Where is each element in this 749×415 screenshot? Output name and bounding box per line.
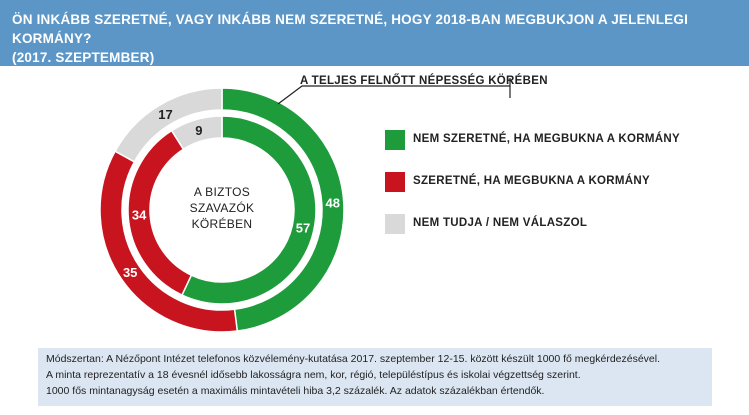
- inner-ring-value-label-0: 57: [296, 221, 310, 236]
- chart-title-line-1: ÖN INKÁBB SZERETNÉ, VAGY INKÁBB NEM SZER…: [12, 12, 689, 46]
- legend-label: NEM TUDJA / NEM VÁLASZOL: [413, 217, 588, 229]
- outer-ring-leader-line: [277, 78, 511, 105]
- legend-swatch-grey: [385, 214, 405, 234]
- inner-ring: [127, 115, 317, 305]
- legend-label: NEM SZERETNÉ, HA MEGBUKNA A KORMÁNY: [413, 133, 680, 145]
- outer-ring: [99, 87, 345, 333]
- methodology-line-3: 1000 fős mintanagyság esetén a maximális…: [46, 385, 545, 397]
- inner-ring-label-line-1: A BIZTOS: [193, 185, 251, 199]
- methodology-line-2: A minta reprezentatív a 18 évesnél időse…: [46, 369, 581, 381]
- chart-title-line-2: (2017. SZEPTEMBER): [12, 50, 155, 65]
- value-labels: 48 35 17 57 34 9: [123, 107, 340, 280]
- inner-ring-label-line-3: KÖRÉBEN: [191, 217, 253, 231]
- inner-ring-slice-0: [180, 115, 317, 305]
- chart-title: ÖN INKÁBB SZERETNÉ, VAGY INKÁBB NEM SZER…: [12, 10, 737, 67]
- outer-ring-label: A TELJES FELNŐTT NÉPESSÉG KÖRÉBEN: [300, 75, 548, 87]
- inner-ring-slice-2: [170, 115, 223, 151]
- methodology-note: Módszertan: A Nézőpont Intézet telefonos…: [38, 348, 712, 406]
- inner-ring-value-label-2: 9: [195, 123, 202, 138]
- legend-label: SZERETNÉ, HA MEGBUKNA A KORMÁNY: [413, 175, 650, 187]
- outer-ring-value-label-1: 35: [123, 265, 137, 280]
- outer-ring-slice-1: [99, 150, 239, 333]
- inner-ring-label-line-2: SZAVAZÓK: [189, 201, 255, 215]
- outer-ring-value-label-2: 17: [158, 107, 172, 122]
- inner-ring-label: A BIZTOS SZAVAZÓK KÖRÉBEN: [168, 184, 276, 232]
- donut-chart: 48 35 17 57 34 9: [99, 78, 511, 333]
- inner-ring-value-label-1: 34: [132, 208, 147, 223]
- outer-ring-slice-2: [114, 87, 223, 163]
- legend-swatch-red: [385, 172, 405, 192]
- methodology-line-1: Módszertan: A Nézőpont Intézet telefonos…: [46, 353, 661, 365]
- outer-ring-value-label-0: 48: [326, 196, 340, 211]
- legend-swatch-green: [385, 130, 405, 150]
- chart-header: ÖN INKÁBB SZERETNÉ, VAGY INKÁBB NEM SZER…: [0, 0, 749, 66]
